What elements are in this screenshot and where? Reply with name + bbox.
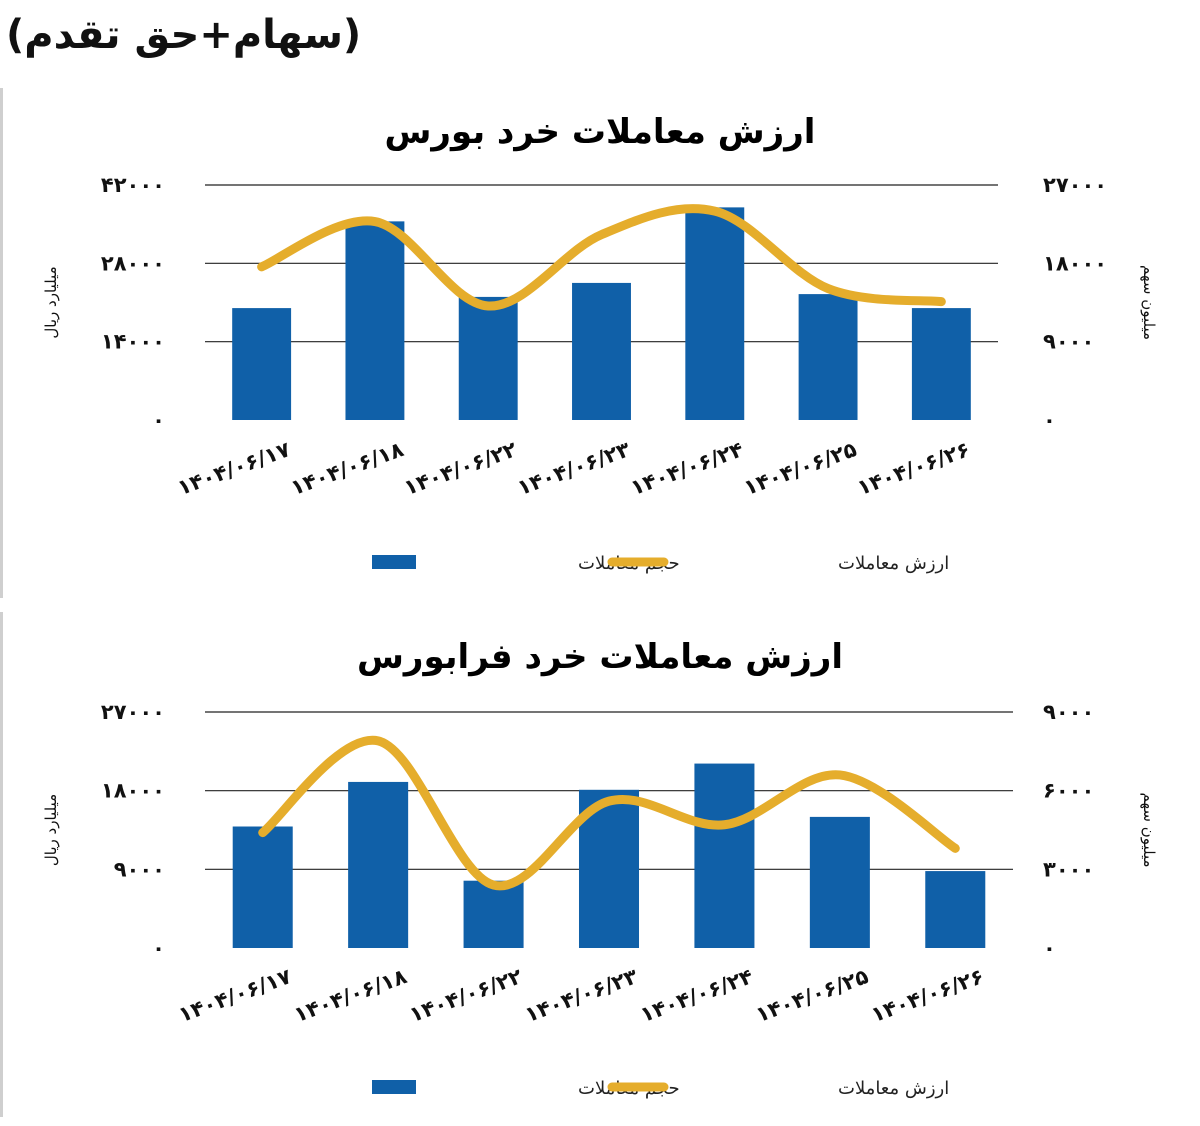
legend-label-line: ارزش معاملات — [838, 1078, 949, 1099]
right-axis-tick: ۹۰۰۰ — [1043, 330, 1094, 354]
x-axis-tick: ۱۴۰۴/۰۶/۲۲ — [401, 437, 520, 500]
right-axis-tick: ۰ — [1043, 408, 1056, 432]
x-axis-tick: ۱۴۰۴/۰۶/۲۴ — [637, 964, 756, 1027]
x-axis-tick: ۱۴۰۴/۰۶/۱۸ — [291, 964, 410, 1027]
right-axis-tick: ۹۰۰۰ — [1043, 700, 1094, 724]
chart-title: ارزش معاملات خرد فرابورس — [357, 637, 843, 677]
x-axis-tick: ۱۴۰۴/۰۶/۲۴ — [628, 437, 747, 500]
right-axis-tick: ۶۰۰۰ — [1043, 779, 1094, 803]
left-axis-tick: ۱۴۰۰۰ — [101, 330, 165, 354]
bar — [232, 826, 293, 948]
bar — [694, 763, 755, 948]
right-axis-tick: ۲۷۰۰۰ — [1043, 173, 1107, 197]
header-title: (سهام+حق تقدم) — [6, 12, 362, 58]
left-axis-tick: ۴۲۰۰۰ — [101, 173, 165, 197]
x-axis-tick: ۱۴۰۴/۰۶/۱۸ — [288, 437, 407, 500]
bar — [925, 871, 986, 948]
left-axis-tick: ۰ — [152, 408, 165, 432]
bar — [798, 294, 858, 420]
right-axis-tick: ۱۸۰۰۰ — [1043, 251, 1107, 275]
bar — [463, 880, 524, 948]
right-axis-title: میلیون سهم — [1140, 792, 1158, 867]
bar — [809, 816, 870, 948]
x-axis-tick: ۱۴۰۴/۰۶/۲۵ — [753, 964, 872, 1027]
legend-label-line: ارزش معاملات — [838, 553, 949, 574]
bar — [345, 221, 405, 420]
panel-divider-bottom — [0, 612, 3, 1117]
left-axis-tick: ۹۰۰۰ — [114, 857, 165, 881]
bar — [458, 296, 518, 420]
value-line — [257, 204, 946, 311]
x-axis-tick: ۱۴۰۴/۰۶/۱۷ — [174, 437, 293, 500]
chart-title: ارزش معاملات خرد بورس — [385, 112, 816, 152]
left-axis-tick: ۲۷۰۰۰ — [101, 700, 165, 724]
left-axis-title: میلیارد ریال — [42, 266, 60, 338]
bar — [348, 781, 409, 948]
left-axis-tick: ۲۸۰۰۰ — [101, 251, 165, 275]
left-axis-tick: ۰ — [152, 936, 165, 960]
bar — [232, 308, 292, 420]
bar — [572, 282, 631, 420]
left-axis-title: میلیارد ریال — [42, 794, 60, 866]
left-axis-tick: ۱۸۰۰۰ — [101, 779, 165, 803]
bar — [685, 207, 745, 420]
x-axis-tick: ۱۴۰۴/۰۶/۱۷ — [175, 964, 294, 1027]
x-axis-tick: ۱۴۰۴/۰۶/۲۳ — [522, 964, 641, 1027]
right-axis-tick: ۰ — [1043, 936, 1056, 960]
x-axis-tick: ۱۴۰۴/۰۶/۲۶ — [868, 964, 987, 1027]
farabourse-chart: ارزش معاملات خرد فرابورس ۰ ۹۰۰۰ ۱۸۰۰۰ ۲۷۰۰۰ ۰… — [42, 637, 1158, 1099]
x-axis-tick: ۱۴۰۴/۰۶/۲۵ — [741, 437, 860, 500]
x-axis-tick: ۱۴۰۴/۰۶/۲۳ — [514, 437, 633, 500]
bourse-chart: ارزش معاملات خرد بورس ۰ ۱۴۰۰۰ ۲۸۰۰۰ ۴۲۰۰۰ ۰ ۹۰… — [42, 112, 1158, 574]
legend-swatch-bar — [372, 555, 416, 569]
right-axis-title: میلیون سهم — [1140, 265, 1158, 340]
x-axis-tick: ۱۴۰۴/۰۶/۲۶ — [854, 437, 973, 500]
panel-divider-top — [0, 88, 3, 598]
value-line — [258, 735, 960, 891]
legend-swatch-bar — [372, 1080, 416, 1094]
bar — [911, 308, 971, 420]
right-axis-tick: ۳۰۰۰ — [1043, 857, 1094, 881]
x-axis-tick: ۱۴۰۴/۰۶/۲۲ — [406, 964, 525, 1027]
